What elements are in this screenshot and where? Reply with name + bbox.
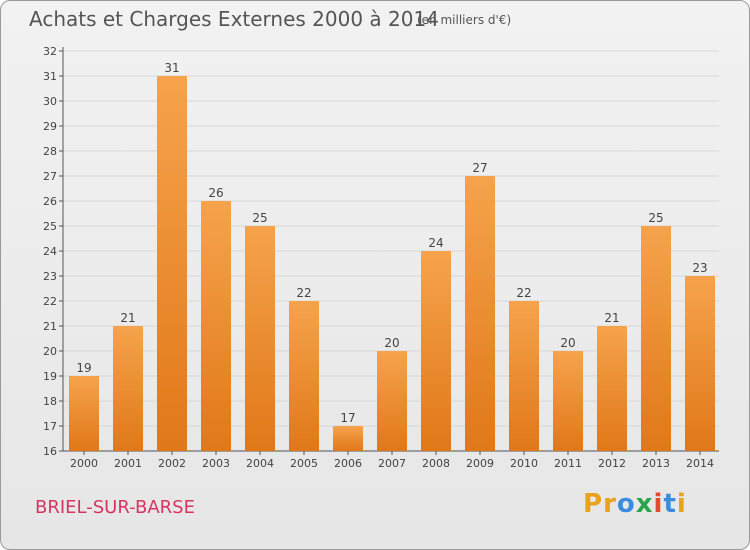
data-label: 25: [252, 211, 267, 225]
y-tick-label: 22: [43, 295, 57, 308]
x-tick-label: 2007: [378, 457, 406, 470]
data-label: 27: [472, 161, 487, 175]
x-tick-label: 2008: [422, 457, 450, 470]
x-tick-label: 2005: [290, 457, 318, 470]
y-tick-label: 20: [43, 345, 57, 358]
y-tick-label: 27: [43, 170, 57, 183]
y-tick-label: 24: [43, 245, 57, 258]
data-label: 19: [76, 361, 91, 375]
bar: [553, 351, 583, 451]
y-tick-label: 21: [43, 320, 57, 333]
logo-letter: i: [653, 489, 664, 519]
bars: [69, 76, 715, 451]
y-tick-label: 19: [43, 370, 57, 383]
logo-letter: r: [603, 489, 617, 519]
data-label: 22: [296, 286, 311, 300]
bar: [509, 301, 539, 451]
data-label: 22: [516, 286, 531, 300]
x-tick-label: 2003: [202, 457, 230, 470]
y-tick-label: 31: [43, 70, 57, 83]
x-tick-label: 2002: [158, 457, 186, 470]
y-tick-label: 26: [43, 195, 57, 208]
bar: [201, 201, 231, 451]
chart-title: Achats et Charges Externes 2000 à 2014: [29, 7, 439, 31]
bar: [69, 376, 99, 451]
data-label: 23: [692, 261, 707, 275]
bar: [465, 176, 495, 451]
data-label: 25: [648, 211, 663, 225]
x-tick-label: 2013: [642, 457, 670, 470]
data-label: 31: [164, 61, 179, 75]
x-tick-label: 2006: [334, 457, 362, 470]
bar: [245, 226, 275, 451]
data-label: 24: [428, 236, 443, 250]
data-label: 21: [120, 311, 135, 325]
x-tick-label: 2009: [466, 457, 494, 470]
y-tick-label: 18: [43, 395, 57, 408]
bar: [113, 326, 143, 451]
bar: [421, 251, 451, 451]
logo-letter: P: [583, 489, 604, 519]
bar: [685, 276, 715, 451]
data-label: 17: [340, 411, 355, 425]
y-tick-label: 28: [43, 145, 57, 158]
y-tick-label: 23: [43, 270, 57, 283]
x-tick-label: 2010: [510, 457, 538, 470]
y-tick-label: 25: [43, 220, 57, 233]
location-name: BRIEL-SUR-BARSE: [35, 497, 195, 518]
x-tick-label: 2004: [246, 457, 274, 470]
x-tick-label: 2011: [554, 457, 582, 470]
proxiti-logo: Proxiti: [583, 489, 687, 519]
x-tick-label: 2012: [598, 457, 626, 470]
x-tick-label: 2001: [114, 457, 142, 470]
logo-letter: o: [616, 489, 636, 519]
chart-subtitle: (en milliers d'€): [417, 13, 512, 27]
y-tick-label: 32: [43, 45, 57, 58]
logo-letter: x: [635, 489, 654, 519]
y-tick-label: 29: [43, 120, 57, 133]
bar: [641, 226, 671, 451]
x-tick-label: 2000: [70, 457, 98, 470]
data-label: 26: [208, 186, 223, 200]
y-tick-label: 16: [43, 445, 57, 458]
bar: [157, 76, 187, 451]
logo-letter: i: [676, 489, 687, 519]
x-tick-label: 2014: [686, 457, 714, 470]
labels: 16 17 18 19 20 21 22 23 24 25 26 27 28 29 30 31 32 19 2000…: [43, 45, 714, 470]
y-tick-label: 17: [43, 420, 57, 433]
data-label: 20: [384, 336, 399, 350]
bar: [289, 301, 319, 451]
data-label: 20: [560, 336, 575, 350]
bar: [377, 351, 407, 451]
y-tick-label: 30: [43, 95, 57, 108]
logo-letter: t: [663, 489, 677, 519]
data-label: 21: [604, 311, 619, 325]
bar: [333, 426, 363, 451]
bar: [597, 326, 627, 451]
